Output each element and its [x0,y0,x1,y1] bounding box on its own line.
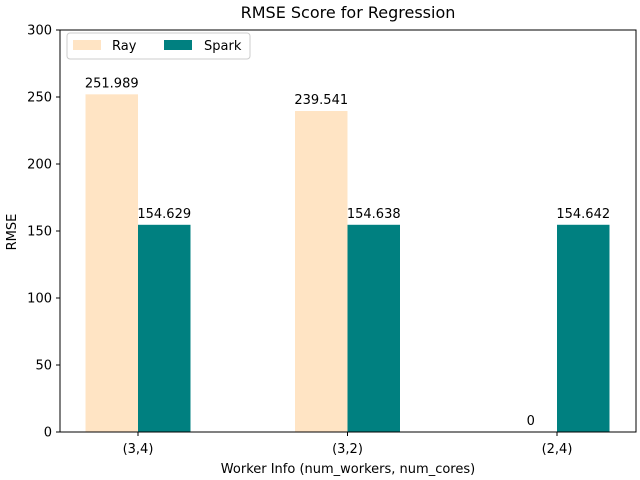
bar-ray-0 [85,94,138,432]
x-tick-label: (2,4) [542,442,573,457]
y-axis-label: RMSE [5,214,20,251]
legend-frame [66,32,251,60]
y-tick-label: 0 [44,426,52,441]
data-label-ray-2: 0 [527,414,535,429]
y-tick-label: 50 [35,359,52,374]
data-label-spark-0: 154.629 [137,207,191,222]
y-tick-label: 150 [27,225,52,240]
x-axis-label: Worker Info (num_workers, num_cores) [221,462,475,477]
data-label-ray-0: 251.989 [85,76,139,91]
x-tick-label: (3,2) [332,442,363,457]
y-tick-label: 250 [27,91,52,106]
bar-spark-0 [138,224,191,432]
y-tick-label: 100 [27,292,52,307]
bar-spark-1 [347,224,400,432]
axes: 0 50 100 150 200 250 300 (3,4) (3,2) (2,4) [27,24,637,457]
y-tick-label: 300 [27,24,52,39]
bar-spark-2 [557,224,610,432]
x-tick-label: (3,4) [123,442,154,457]
data-label-ray-1: 239.541 [294,93,348,108]
y-tick-label: 200 [27,158,52,173]
legend-swatch-ray [73,40,101,50]
legend-label-ray: Ray [112,39,137,54]
chart-title: RMSE Score for Regression [241,3,456,22]
data-label-spark-2: 154.642 [556,207,610,222]
legend: Ray Spark [66,32,251,60]
legend-label-spark: Spark [204,39,242,54]
plot-area: 251.989 154.629 239.541 154.638 0 154.642 [85,76,610,432]
legend-swatch-spark [164,40,192,50]
bar-ray-1 [295,111,348,432]
data-label-spark-1: 154.638 [347,207,401,222]
